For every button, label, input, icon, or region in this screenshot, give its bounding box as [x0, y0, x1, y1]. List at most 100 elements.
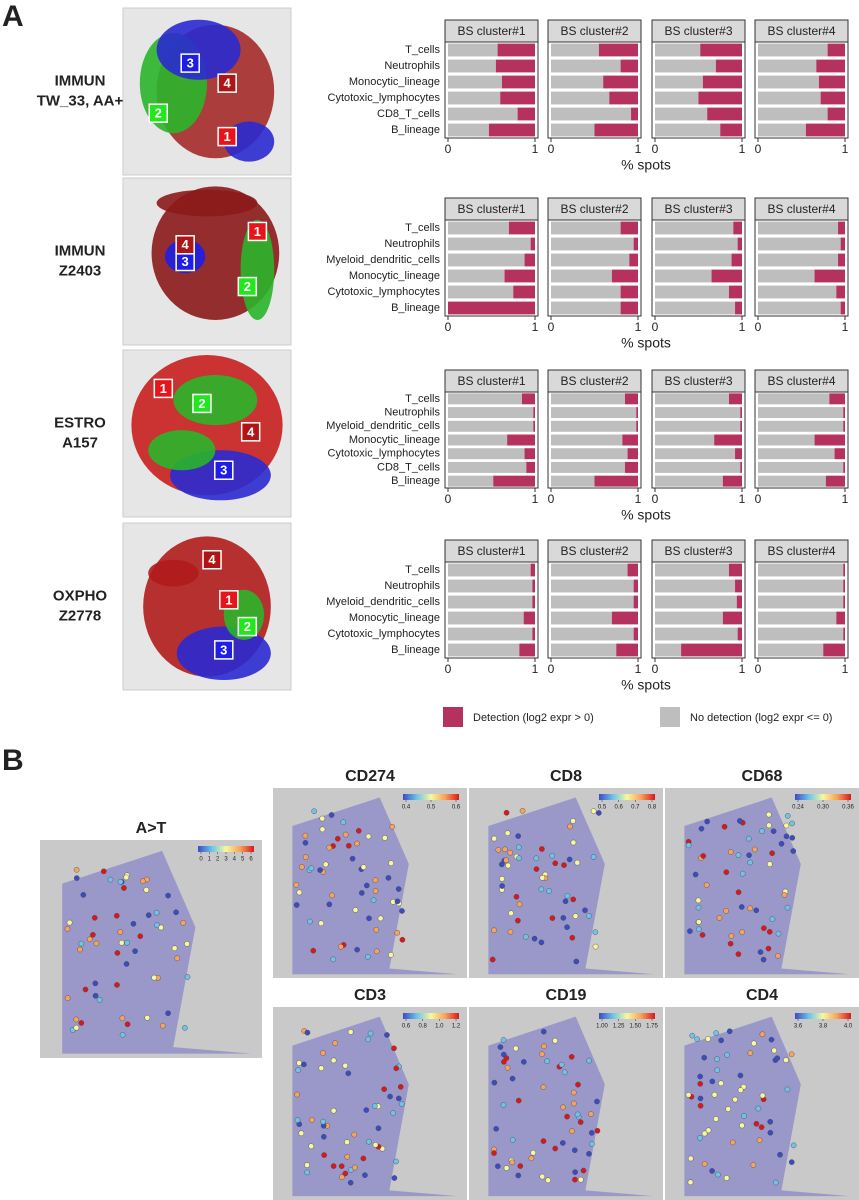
spot [493, 1126, 499, 1132]
spot [352, 907, 359, 913]
spot [515, 1097, 522, 1104]
bar-no-detection [655, 269, 712, 283]
bar-detection [728, 285, 742, 299]
category-label: Neutrophils [384, 238, 440, 250]
row-label: IMMUN [55, 72, 106, 89]
bar-no-detection [758, 107, 828, 121]
colorbar-tick-label: 3.8 [819, 1024, 828, 1030]
bar-detection [814, 434, 845, 446]
map-title: CD19 [546, 987, 587, 1004]
spot [302, 854, 309, 860]
x-tick-label: 0 [652, 492, 659, 506]
category-label: T_cells [405, 564, 440, 576]
spot [571, 1147, 578, 1153]
spot [294, 1091, 300, 1098]
facet-title: BS cluster#4 [767, 24, 835, 38]
spot [96, 997, 103, 1003]
spot [387, 1093, 393, 1100]
x-tick-label: 1 [739, 492, 746, 506]
category-label: Myeloid_dendritic_cells [326, 420, 440, 432]
bar-detection [598, 43, 638, 57]
bar-no-detection [655, 91, 699, 105]
colorbar [795, 794, 851, 800]
row-label: OXPHO [53, 587, 108, 604]
bar-detection [633, 627, 638, 641]
bar-detection [843, 563, 845, 577]
bar-detection [622, 434, 638, 446]
spot [372, 1142, 379, 1148]
spot [695, 919, 702, 925]
colorbar-tick-label: 0.6 [452, 805, 461, 811]
bar-no-detection [551, 407, 637, 419]
spot [724, 1052, 730, 1058]
cluster-badge [237, 616, 258, 637]
x-tick-label: 0 [548, 662, 555, 676]
bar-detection [820, 91, 845, 105]
spot [596, 810, 602, 816]
spot [389, 823, 396, 830]
spot [171, 945, 178, 952]
spot [721, 823, 728, 830]
spot [338, 1163, 345, 1169]
cluster-badge [237, 276, 258, 297]
category-label: Neutrophils [384, 406, 440, 418]
tissue-cluster [156, 19, 241, 80]
spot [695, 897, 702, 904]
bar-no-detection [655, 285, 729, 299]
facet-frame [547, 561, 642, 659]
spot [766, 928, 773, 935]
category-label: B_lineage [391, 302, 440, 314]
spot [145, 912, 152, 918]
spot [345, 1070, 352, 1077]
spot [114, 950, 121, 956]
bar-no-detection [551, 434, 623, 446]
facet-frame [444, 41, 539, 139]
spot [354, 946, 360, 953]
spot [318, 920, 324, 927]
bar-no-detection [655, 221, 734, 235]
spot [560, 1140, 566, 1146]
spot [540, 1084, 547, 1090]
category-label: Monocytic_lineage [349, 270, 440, 282]
spot [582, 907, 588, 914]
spot [489, 956, 496, 963]
category-label: Neutrophils [384, 580, 440, 592]
spot [342, 831, 349, 838]
bar-detection [700, 43, 742, 57]
bar-no-detection [448, 43, 498, 57]
spot [319, 815, 326, 822]
spot [533, 866, 540, 872]
spot [304, 1029, 311, 1036]
spot [507, 849, 513, 856]
colorbar-tick-label: 1.75 [646, 1024, 658, 1030]
spot [384, 1032, 390, 1038]
facet-title: BS cluster#1 [457, 544, 525, 558]
x-tick-label: 1 [532, 492, 539, 506]
bar-detection [523, 611, 535, 625]
bar-detection [629, 253, 638, 267]
cluster-label: 2 [155, 106, 162, 121]
spot [705, 1127, 712, 1134]
spot [503, 809, 510, 816]
spot [64, 926, 71, 932]
spot [77, 946, 83, 953]
colorbar-tick-label: 0.5 [598, 805, 607, 811]
spot [321, 1133, 327, 1140]
facet-title: BS cluster#1 [457, 374, 525, 388]
bar-no-detection [448, 611, 524, 625]
bar-detection [611, 269, 638, 283]
x-tick-label: 1 [532, 662, 539, 676]
facet-frame [754, 561, 849, 659]
bar-detection [448, 301, 535, 315]
facet-title: BS cluster#2 [560, 24, 628, 38]
spot [572, 1176, 578, 1183]
bar-no-detection [448, 595, 533, 609]
facet-title: BS cluster#4 [767, 374, 835, 388]
bar-detection [816, 59, 845, 73]
bar-detection [735, 301, 742, 315]
spot [80, 892, 87, 898]
cluster-badge [214, 460, 234, 480]
colorbar [599, 1013, 655, 1019]
spot [737, 818, 743, 824]
spot [298, 1130, 305, 1137]
